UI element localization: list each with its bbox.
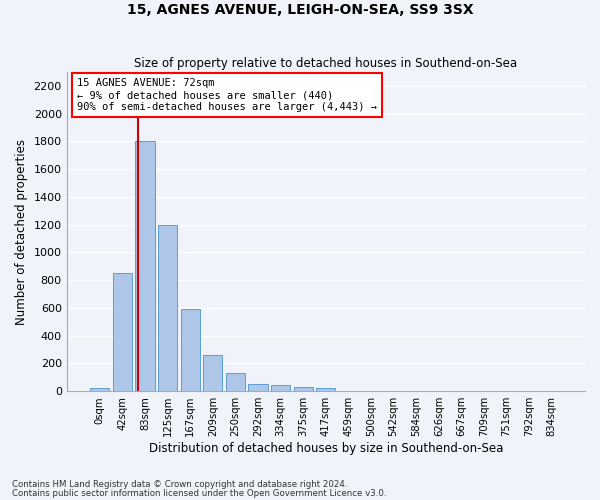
- Title: Size of property relative to detached houses in Southend-on-Sea: Size of property relative to detached ho…: [134, 56, 517, 70]
- Bar: [316, 388, 335, 391]
- Text: 15, AGNES AVENUE, LEIGH-ON-SEA, SS9 3SX: 15, AGNES AVENUE, LEIGH-ON-SEA, SS9 3SX: [127, 2, 473, 16]
- Bar: [226, 373, 245, 391]
- Bar: [136, 142, 155, 391]
- X-axis label: Distribution of detached houses by size in Southend-on-Sea: Distribution of detached houses by size …: [149, 442, 503, 455]
- Y-axis label: Number of detached properties: Number of detached properties: [15, 138, 28, 324]
- Bar: [248, 384, 268, 391]
- Text: Contains HM Land Registry data © Crown copyright and database right 2024.: Contains HM Land Registry data © Crown c…: [12, 480, 347, 489]
- Bar: [158, 224, 177, 391]
- Bar: [203, 355, 223, 391]
- Bar: [113, 274, 132, 391]
- Bar: [271, 385, 290, 391]
- Text: 15 AGNES AVENUE: 72sqm
← 9% of detached houses are smaller (440)
90% of semi-det: 15 AGNES AVENUE: 72sqm ← 9% of detached …: [77, 78, 377, 112]
- Text: Contains public sector information licensed under the Open Government Licence v3: Contains public sector information licen…: [12, 489, 386, 498]
- Bar: [181, 310, 200, 391]
- Bar: [293, 387, 313, 391]
- Bar: [90, 388, 109, 391]
